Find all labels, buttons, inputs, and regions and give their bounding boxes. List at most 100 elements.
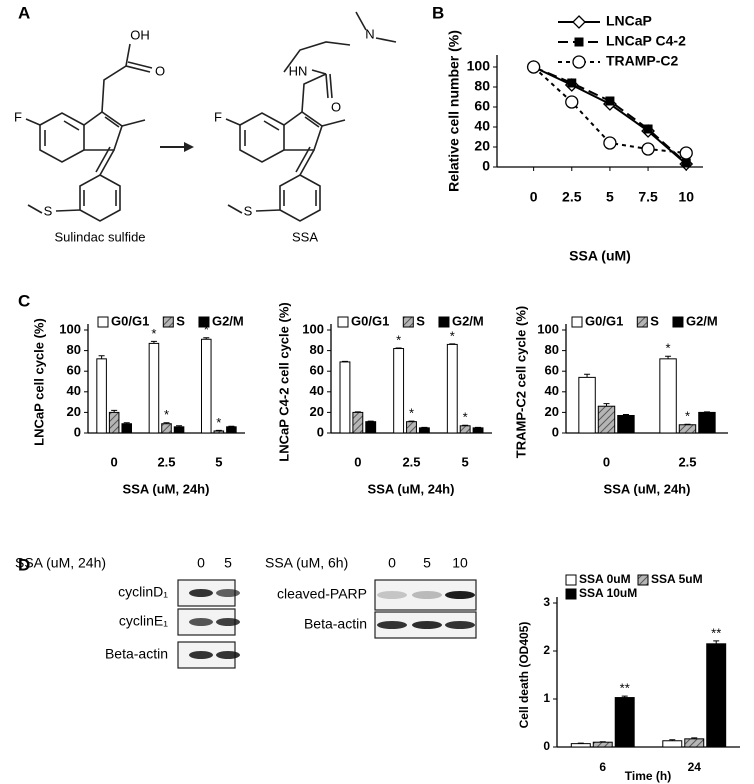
bar	[173, 426, 185, 434]
y-tick-label: 0	[74, 424, 81, 439]
blot-band	[189, 618, 213, 626]
structure-sulindac	[25, 43, 153, 222]
legend-swatch	[565, 588, 577, 600]
y-axis-label: Cell death (OD405)	[517, 622, 531, 729]
bar	[339, 361, 351, 434]
error-bar	[123, 422, 130, 424]
lane-label: 5	[224, 555, 232, 571]
legend-swatch	[672, 316, 684, 328]
x-tick-label: 2.5	[402, 454, 420, 469]
blot-band	[216, 651, 240, 659]
bar	[614, 697, 635, 748]
blot-band	[445, 591, 475, 599]
structure-name: SSA	[292, 229, 318, 244]
bar	[121, 423, 133, 434]
legend-swatch	[402, 316, 414, 328]
error-bar	[703, 411, 710, 413]
legend-label: SSA 5uM	[651, 572, 703, 586]
bar	[597, 405, 616, 434]
x-tick-label: 0	[111, 454, 118, 469]
marker	[572, 15, 586, 29]
error-bar	[603, 403, 610, 407]
marker	[574, 37, 584, 47]
legend-label: LNCaP C4-2	[606, 33, 686, 49]
bar	[365, 421, 377, 434]
atom-label: S	[44, 203, 53, 218]
y-tick-label: 40	[474, 118, 490, 134]
atom-label: F	[14, 109, 22, 124]
y-tick-label: 0	[543, 739, 550, 753]
legend-swatch	[637, 574, 649, 586]
bar	[684, 738, 705, 748]
x-axis-label: SSA (uM, 24h)	[604, 481, 691, 496]
blot-band	[377, 621, 407, 629]
panel-label: C	[18, 291, 30, 310]
error-bar	[691, 737, 698, 739]
x-tick-label: 0	[354, 454, 361, 469]
x-axis-label: Time (h)	[625, 769, 671, 783]
panel-label: B	[432, 3, 444, 22]
error-bar	[163, 422, 170, 424]
y-tick-label: 100	[537, 321, 559, 336]
error-bar	[228, 425, 235, 427]
legend-swatch	[571, 316, 583, 328]
significance: *	[164, 407, 169, 422]
error-bar	[669, 739, 676, 741]
legend-label: G2/M	[452, 313, 484, 328]
error-bar	[98, 355, 105, 359]
y-tick-label: 2	[543, 643, 550, 657]
y-tick-label: 80	[545, 342, 559, 357]
error-bar	[475, 426, 482, 428]
significance: *	[666, 341, 671, 356]
y-axis-label: LNCaP C4-2 cell cycle (%)	[276, 302, 291, 461]
significance: *	[450, 328, 455, 343]
bar	[706, 643, 727, 748]
structure-name: Sulindac sulfide	[54, 229, 145, 244]
bar	[459, 425, 471, 434]
y-tick-label: 60	[310, 363, 324, 378]
y-tick-label: 60	[67, 363, 81, 378]
marker	[567, 78, 577, 88]
bar	[406, 421, 417, 434]
x-axis-label: SSA (uM)	[569, 248, 631, 264]
error-bar	[215, 429, 222, 431]
y-tick-label: 100	[467, 58, 491, 74]
legend-swatch	[636, 316, 648, 328]
y-tick-label: 0	[317, 424, 324, 439]
significance: *	[204, 322, 209, 337]
legend-swatch	[198, 316, 210, 328]
structure-ssa	[225, 11, 397, 222]
atom-label: HN	[289, 63, 308, 78]
x-tick-label: 2.5	[562, 189, 582, 205]
lane-label: 10	[452, 555, 468, 571]
bar	[393, 348, 405, 434]
blot-row-label: cleaved-PARP	[277, 586, 367, 602]
lane-label: 0	[388, 555, 396, 571]
error-bar	[421, 426, 428, 428]
bar	[662, 740, 683, 748]
legend-label: G2/M	[686, 313, 718, 328]
error-bar	[622, 413, 629, 416]
y-tick-label: 80	[310, 342, 324, 357]
significance: *	[396, 332, 401, 347]
y-tick-label: 3	[543, 595, 550, 609]
bar	[148, 342, 160, 434]
blot-header: SSA (uM, 24h)	[15, 555, 106, 571]
y-axis-label: Relative cell number (%)	[446, 30, 462, 192]
y-axis-label: LNCaP cell cycle (%)	[31, 318, 46, 446]
bar	[570, 743, 591, 748]
x-axis-label: SSA (uM, 24h)	[368, 481, 455, 496]
legend-label: S	[416, 313, 425, 328]
x-axis-label: SSA (uM, 24h)	[123, 481, 210, 496]
y-tick-label: 0	[552, 424, 559, 439]
blot-row-label: Beta-actin	[105, 646, 168, 662]
error-bar	[176, 425, 183, 427]
bar	[578, 376, 596, 434]
reaction-arrow	[160, 142, 194, 152]
legend-label: SSA 10uM	[579, 586, 637, 600]
y-axis-label: TRAMP-C2 cell cycle (%)	[513, 306, 528, 458]
legend-label: TRAMP-C2	[606, 53, 679, 69]
x-tick-label: 5	[606, 189, 614, 205]
error-bar	[150, 340, 157, 344]
x-tick-label: 10	[678, 189, 694, 205]
